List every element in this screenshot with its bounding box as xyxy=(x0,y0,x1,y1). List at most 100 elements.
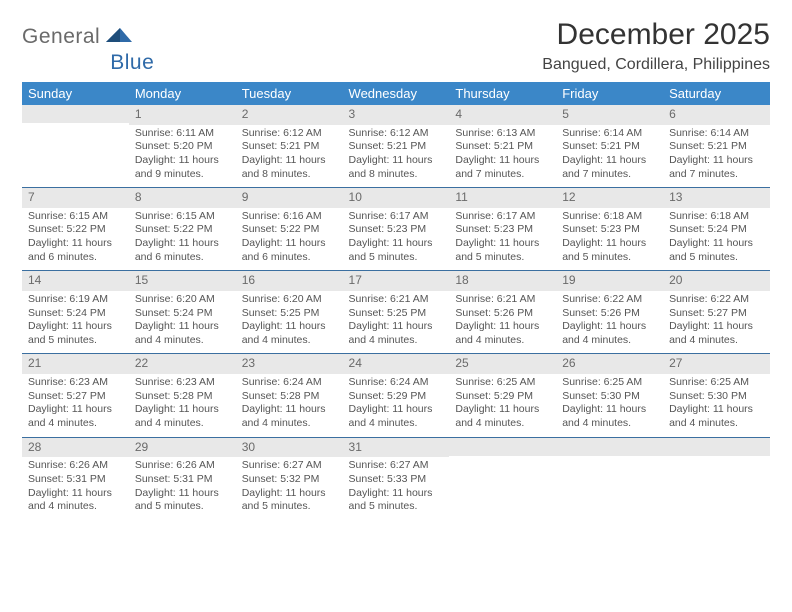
day-details: Sunrise: 6:27 AMSunset: 5:32 PMDaylight:… xyxy=(236,457,343,520)
day-details: Sunrise: 6:16 AMSunset: 5:22 PMDaylight:… xyxy=(236,208,343,271)
day-number: 6 xyxy=(663,105,770,125)
day-number: 12 xyxy=(556,188,663,208)
day-detail-line: Sunrise: 6:23 AM xyxy=(28,376,123,390)
day-detail-line: Sunrise: 6:19 AM xyxy=(28,293,123,307)
day-detail-line: Sunset: 5:31 PM xyxy=(28,473,123,487)
day-number xyxy=(556,438,663,456)
day-detail-line: Sunset: 5:22 PM xyxy=(28,223,123,237)
day-details: Sunrise: 6:24 AMSunset: 5:28 PMDaylight:… xyxy=(236,374,343,437)
calendar-week-row: 28Sunrise: 6:26 AMSunset: 5:31 PMDayligh… xyxy=(22,437,770,520)
day-details: Sunrise: 6:15 AMSunset: 5:22 PMDaylight:… xyxy=(129,208,236,271)
calendar-day-cell: 22Sunrise: 6:23 AMSunset: 5:28 PMDayligh… xyxy=(129,354,236,437)
day-detail-line: Sunset: 5:29 PM xyxy=(349,390,444,404)
day-details: Sunrise: 6:25 AMSunset: 5:30 PMDaylight:… xyxy=(556,374,663,437)
day-detail-line: Sunrise: 6:25 AM xyxy=(562,376,657,390)
day-number: 18 xyxy=(449,271,556,291)
day-detail-line: Sunrise: 6:11 AM xyxy=(135,127,230,141)
day-detail-line: Sunrise: 6:18 AM xyxy=(562,210,657,224)
day-detail-line: Sunrise: 6:15 AM xyxy=(135,210,230,224)
calendar-day-cell: 21Sunrise: 6:23 AMSunset: 5:27 PMDayligh… xyxy=(22,354,129,437)
day-detail-line: Sunrise: 6:12 AM xyxy=(349,127,444,141)
calendar-day-cell: 20Sunrise: 6:22 AMSunset: 5:27 PMDayligh… xyxy=(663,271,770,354)
day-detail-line: Sunrise: 6:17 AM xyxy=(349,210,444,224)
day-number: 5 xyxy=(556,105,663,125)
day-details: Sunrise: 6:12 AMSunset: 5:21 PMDaylight:… xyxy=(343,125,450,188)
calendar-day-cell: 26Sunrise: 6:25 AMSunset: 5:30 PMDayligh… xyxy=(556,354,663,437)
day-details: Sunrise: 6:13 AMSunset: 5:21 PMDaylight:… xyxy=(449,125,556,188)
day-details: Sunrise: 6:26 AMSunset: 5:31 PMDaylight:… xyxy=(129,457,236,520)
day-number: 15 xyxy=(129,271,236,291)
day-detail-line: Sunrise: 6:25 AM xyxy=(669,376,764,390)
calendar-day-cell: 30Sunrise: 6:27 AMSunset: 5:32 PMDayligh… xyxy=(236,437,343,520)
day-detail-line: Sunset: 5:27 PM xyxy=(28,390,123,404)
calendar-week-row: 1Sunrise: 6:11 AMSunset: 5:20 PMDaylight… xyxy=(22,105,770,188)
day-detail-line: Daylight: 11 hours and 5 minutes. xyxy=(562,237,657,264)
day-detail-line: Daylight: 11 hours and 4 minutes. xyxy=(669,320,764,347)
day-details: Sunrise: 6:22 AMSunset: 5:27 PMDaylight:… xyxy=(663,291,770,354)
day-detail-line: Sunrise: 6:14 AM xyxy=(562,127,657,141)
day-detail-line: Sunrise: 6:22 AM xyxy=(562,293,657,307)
day-number: 1 xyxy=(129,105,236,125)
day-detail-line: Sunset: 5:27 PM xyxy=(669,307,764,321)
day-detail-line: Sunrise: 6:23 AM xyxy=(135,376,230,390)
calendar-day-cell: 1 Sunrise: 6:11 AMSunset: 5:20 PMDaylight… xyxy=(129,105,236,188)
weekday-header: Wednesday xyxy=(343,82,450,105)
day-detail-line: Daylight: 11 hours and 4 minutes. xyxy=(242,403,337,430)
day-number: 21 xyxy=(22,354,129,374)
day-detail-line: Sunset: 5:22 PM xyxy=(242,223,337,237)
day-number: 26 xyxy=(556,354,663,374)
day-detail-line: Sunrise: 6:22 AM xyxy=(669,293,764,307)
day-number: 10 xyxy=(343,188,450,208)
day-detail-line: Sunrise: 6:20 AM xyxy=(242,293,337,307)
calendar-day-cell: 18Sunrise: 6:21 AMSunset: 5:26 PMDayligh… xyxy=(449,271,556,354)
day-details: Sunrise: 6:15 AMSunset: 5:22 PMDaylight:… xyxy=(22,208,129,271)
day-detail-line: Sunset: 5:25 PM xyxy=(349,307,444,321)
calendar-week-row: 7Sunrise: 6:15 AMSunset: 5:22 PMDaylight… xyxy=(22,188,770,271)
day-detail-line: Sunset: 5:33 PM xyxy=(349,473,444,487)
calendar-page: General Blue December 2025 Bangued, Cord… xyxy=(0,0,792,530)
day-detail-line: Daylight: 11 hours and 9 minutes. xyxy=(135,154,230,181)
calendar-day-cell: 25Sunrise: 6:25 AMSunset: 5:29 PMDayligh… xyxy=(449,354,556,437)
day-detail-line: Sunset: 5:30 PM xyxy=(562,390,657,404)
day-number: 13 xyxy=(663,188,770,208)
day-detail-line: Sunset: 5:20 PM xyxy=(135,140,230,154)
day-detail-line: Sunrise: 6:27 AM xyxy=(242,459,337,473)
page-subtitle: Bangued, Cordillera, Philippines xyxy=(542,56,770,74)
day-detail-line: Sunrise: 6:17 AM xyxy=(455,210,550,224)
day-detail-line: Sunset: 5:21 PM xyxy=(562,140,657,154)
day-detail-line: Sunrise: 6:15 AM xyxy=(28,210,123,224)
day-detail-line: Sunset: 5:32 PM xyxy=(242,473,337,487)
day-detail-line: Daylight: 11 hours and 8 minutes. xyxy=(349,154,444,181)
day-detail-line: Daylight: 11 hours and 4 minutes. xyxy=(28,403,123,430)
day-detail-line: Daylight: 11 hours and 8 minutes. xyxy=(242,154,337,181)
calendar-day-cell xyxy=(556,437,663,520)
day-detail-line: Sunrise: 6:26 AM xyxy=(135,459,230,473)
calendar-day-cell: 16Sunrise: 6:20 AMSunset: 5:25 PMDayligh… xyxy=(236,271,343,354)
day-detail-line: Daylight: 11 hours and 4 minutes. xyxy=(669,403,764,430)
day-details: Sunrise: 6:23 AMSunset: 5:28 PMDaylight:… xyxy=(129,374,236,437)
day-details: Sunrise: 6:23 AMSunset: 5:27 PMDaylight:… xyxy=(22,374,129,437)
day-detail-line: Daylight: 11 hours and 7 minutes. xyxy=(562,154,657,181)
calendar-table: SundayMondayTuesdayWednesdayThursdayFrid… xyxy=(22,82,770,520)
day-detail-line: Sunrise: 6:20 AM xyxy=(135,293,230,307)
day-detail-line: Sunset: 5:24 PM xyxy=(135,307,230,321)
calendar-day-cell: 23Sunrise: 6:24 AMSunset: 5:28 PMDayligh… xyxy=(236,354,343,437)
day-number: 25 xyxy=(449,354,556,374)
calendar-day-cell: 19Sunrise: 6:22 AMSunset: 5:26 PMDayligh… xyxy=(556,271,663,354)
day-number: 22 xyxy=(129,354,236,374)
day-details: Sunrise: 6:18 AMSunset: 5:24 PMDaylight:… xyxy=(663,208,770,271)
day-detail-line: Sunset: 5:23 PM xyxy=(562,223,657,237)
day-detail-line: Sunrise: 6:24 AM xyxy=(242,376,337,390)
calendar-day-cell xyxy=(663,437,770,520)
day-number: 14 xyxy=(22,271,129,291)
day-detail-line: Sunset: 5:24 PM xyxy=(669,223,764,237)
calendar-day-cell: 31Sunrise: 6:27 AMSunset: 5:33 PMDayligh… xyxy=(343,437,450,520)
weekday-header: Friday xyxy=(556,82,663,105)
calendar-day-cell: 9Sunrise: 6:16 AMSunset: 5:22 PMDaylight… xyxy=(236,188,343,271)
day-details: Sunrise: 6:27 AMSunset: 5:33 PMDaylight:… xyxy=(343,457,450,520)
day-detail-line: Sunset: 5:23 PM xyxy=(349,223,444,237)
day-detail-line: Sunset: 5:26 PM xyxy=(562,307,657,321)
day-detail-line: Sunrise: 6:27 AM xyxy=(349,459,444,473)
day-details: Sunrise: 6:22 AMSunset: 5:26 PMDaylight:… xyxy=(556,291,663,354)
day-number: 20 xyxy=(663,271,770,291)
